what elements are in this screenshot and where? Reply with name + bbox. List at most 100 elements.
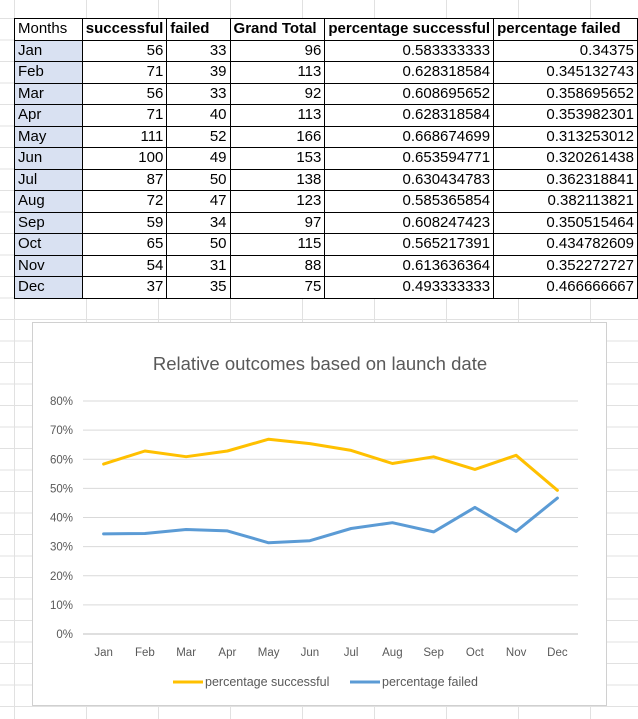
header-failed[interactable]: failed (166, 18, 231, 41)
series-line-1[interactable] (102, 496, 559, 545)
value-cell[interactable]: 0.362318841 (493, 168, 638, 191)
value-cell[interactable]: 0.583333333 (324, 39, 495, 62)
value-cell[interactable]: 0.313253012 (493, 125, 638, 148)
month-cell[interactable]: Oct (14, 233, 83, 256)
month-cell[interactable]: Dec (14, 276, 83, 299)
value-cell[interactable]: 0.466666667 (493, 276, 638, 299)
value-cell[interactable]: 153 (229, 147, 326, 170)
series-line-0[interactable] (102, 437, 559, 492)
value-cell[interactable]: 0.352272727 (493, 254, 638, 277)
value-cell[interactable]: 54 (81, 254, 168, 277)
value-cell[interactable]: 37 (81, 276, 168, 299)
month-cell[interactable]: Jul (14, 168, 83, 191)
value-cell[interactable]: 40 (166, 104, 231, 127)
value-cell[interactable]: 0.585365854 (324, 190, 495, 213)
x-tick-label: May (258, 647, 280, 659)
month-cell[interactable]: Apr (14, 104, 83, 127)
value-cell[interactable]: 34 (166, 211, 231, 234)
value-cell[interactable]: 0.628318584 (324, 104, 495, 127)
value-cell[interactable]: 35 (166, 276, 231, 299)
value-cell[interactable]: 0.358695652 (493, 82, 638, 105)
value-cell[interactable]: 92 (229, 82, 326, 105)
table-body: Jan 56 33 96 0.583333333 0.34375 Feb 71 39 113 0.6… (14, 39, 638, 299)
header-grand-total[interactable]: Grand Total (229, 18, 326, 41)
value-cell[interactable]: 0.320261438 (493, 147, 638, 170)
header-successful[interactable]: successful (81, 18, 168, 41)
value-cell[interactable]: 88 (229, 254, 326, 277)
header-months[interactable]: Months (14, 18, 83, 41)
month-cell[interactable]: Jun (14, 147, 83, 170)
value-cell[interactable]: 0.353982301 (493, 104, 638, 127)
value-cell[interactable]: 138 (229, 168, 326, 191)
value-cell[interactable]: 96 (229, 39, 326, 62)
chart-canvas: Relative outcomes based on launch date 0… (50, 353, 578, 689)
value-cell[interactable]: 59 (81, 211, 168, 234)
value-cell[interactable]: 50 (166, 168, 231, 191)
value-cell[interactable]: 39 (166, 61, 231, 84)
value-cell[interactable]: 0.34375 (493, 39, 638, 62)
value-cell[interactable]: 0.630434783 (324, 168, 495, 191)
value-cell[interactable]: 0.653594771 (324, 147, 495, 170)
table-row: May 111 52 166 0.668674699 0.313253012 (14, 125, 638, 148)
value-cell[interactable]: 113 (229, 61, 326, 84)
table-row: Nov 54 31 88 0.613636364 0.352272727 (14, 254, 638, 277)
value-cell[interactable]: 56 (81, 82, 168, 105)
value-cell[interactable]: 0.382113821 (493, 190, 638, 213)
value-cell[interactable]: 0.668674699 (324, 125, 495, 148)
legend-label[interactable]: percentage failed (382, 675, 478, 689)
table-row: Jul 87 50 138 0.630434783 0.362318841 (14, 168, 638, 191)
value-cell[interactable]: 97 (229, 211, 326, 234)
value-cell[interactable]: 0.434782609 (493, 233, 638, 256)
y-tick-label: 60% (50, 454, 73, 466)
value-cell[interactable]: 87 (81, 168, 168, 191)
legend-label[interactable]: percentage successful (205, 675, 329, 689)
x-tick-label: Aug (382, 647, 402, 659)
month-cell[interactable]: Nov (14, 254, 83, 277)
value-cell[interactable]: 0.493333333 (324, 276, 495, 299)
value-cell[interactable]: 113 (229, 104, 326, 127)
table-row: Oct 65 50 115 0.565217391 0.434782609 (14, 233, 638, 256)
month-cell[interactable]: Aug (14, 190, 83, 213)
value-cell[interactable]: 49 (166, 147, 231, 170)
x-tick-label: Oct (466, 647, 485, 659)
chart-legend: percentage successful percentage failed (173, 675, 478, 689)
value-cell[interactable]: 111 (81, 125, 168, 148)
value-cell[interactable]: 166 (229, 125, 326, 148)
value-cell[interactable]: 47 (166, 190, 231, 213)
value-cell[interactable]: 75 (229, 276, 326, 299)
value-cell[interactable]: 65 (81, 233, 168, 256)
x-tick-label: Feb (135, 647, 155, 659)
value-cell[interactable]: 0.565217391 (324, 233, 495, 256)
value-cell[interactable]: 0.628318584 (324, 61, 495, 84)
value-cell[interactable]: 31 (166, 254, 231, 277)
table-row: Jun 100 49 153 0.653594771 0.320261438 (14, 147, 638, 170)
value-cell[interactable]: 52 (166, 125, 231, 148)
header-percentage-failed[interactable]: percentage failed (493, 18, 638, 41)
month-cell[interactable]: Sep (14, 211, 83, 234)
value-cell[interactable]: 71 (81, 104, 168, 127)
table-row: Dec 37 35 75 0.493333333 0.466666667 (14, 276, 638, 299)
header-percentage-successful[interactable]: percentage successful (324, 18, 495, 41)
value-cell[interactable]: 0.345132743 (493, 61, 638, 84)
value-cell[interactable]: 0.608695652 (324, 82, 495, 105)
value-cell[interactable]: 72 (81, 190, 168, 213)
value-cell[interactable]: 115 (229, 233, 326, 256)
month-cell[interactable]: May (14, 125, 83, 148)
value-cell[interactable]: 71 (81, 61, 168, 84)
month-cell[interactable]: Jan (14, 39, 83, 62)
y-tick-label: 80% (50, 396, 73, 408)
value-cell[interactable]: 33 (166, 39, 231, 62)
month-cell[interactable]: Feb (14, 61, 83, 84)
chart-title: Relative outcomes based on launch date (153, 353, 487, 374)
value-cell[interactable]: 100 (81, 147, 168, 170)
line-chart[interactable]: Relative outcomes based on launch date 0… (32, 322, 607, 706)
value-cell[interactable]: 50 (166, 233, 231, 256)
month-cell[interactable]: Mar (14, 82, 83, 105)
value-cell[interactable]: 123 (229, 190, 326, 213)
value-cell[interactable]: 0.613636364 (324, 254, 495, 277)
value-cell[interactable]: 0.350515464 (493, 211, 638, 234)
table-header-row: Months successful failed Grand Total per… (14, 18, 638, 41)
value-cell[interactable]: 56 (81, 39, 168, 62)
value-cell[interactable]: 33 (166, 82, 231, 105)
value-cell[interactable]: 0.608247423 (324, 211, 495, 234)
